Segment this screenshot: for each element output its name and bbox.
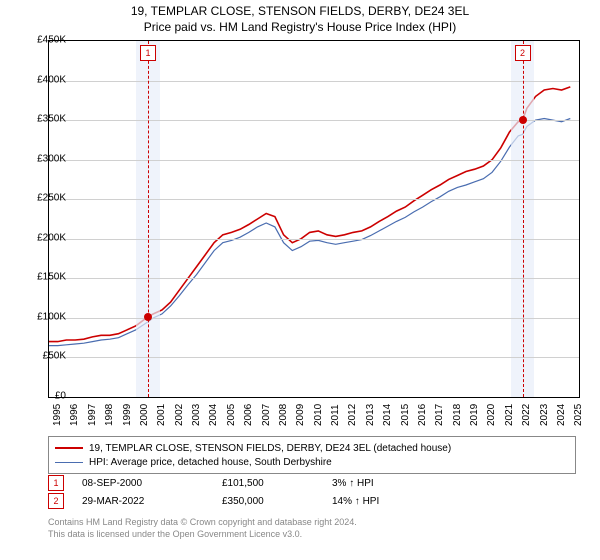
y-axis-label: £300K [22,153,66,164]
marker-dashline [148,41,149,397]
x-axis-label: 2016 [417,404,428,426]
legend: 19, TEMPLAR CLOSE, STENSON FIELDS, DERBY… [48,436,576,474]
marker-dot [144,313,152,321]
transaction-marker: 1 [48,475,64,491]
x-axis-label: 2025 [573,404,584,426]
x-axis-label: 2008 [278,404,289,426]
gridline [49,318,579,319]
y-axis-label: £150K [22,272,66,283]
x-axis-label: 2000 [139,404,150,426]
marker-dashline [523,41,524,397]
chart-container: 19, TEMPLAR CLOSE, STENSON FIELDS, DERBY… [0,0,600,560]
x-axis-label: 2007 [261,404,272,426]
y-axis-label: £400K [22,74,66,85]
x-axis-label: 2002 [174,404,185,426]
y-axis-label: £450K [22,35,66,46]
x-axis-label: 1997 [87,404,98,426]
legend-swatch [55,462,83,463]
x-axis-label: 2006 [243,404,254,426]
x-axis-label: 2003 [191,404,202,426]
x-axis-label: 2017 [434,404,445,426]
x-axis-label: 2021 [504,404,515,426]
x-axis-label: 2022 [521,404,532,426]
x-axis-label: 2018 [452,404,463,426]
gridline [49,81,579,82]
transaction-date: 29-MAR-2022 [82,496,222,507]
x-axis-label: 2015 [400,404,411,426]
x-axis-label: 2023 [539,404,550,426]
x-axis-label: 1995 [52,404,63,426]
x-axis-label: 2004 [208,404,219,426]
transaction-pct: 3% ↑ HPI [332,478,472,489]
legend-row: 19, TEMPLAR CLOSE, STENSON FIELDS, DERBY… [55,441,569,455]
footer-line2: This data is licensed under the Open Gov… [48,528,357,540]
transaction-price: £101,500 [222,478,332,489]
x-axis-label: 2020 [486,404,497,426]
legend-row: HPI: Average price, detached house, Sout… [55,455,569,469]
gridline [49,357,579,358]
transaction-price: £350,000 [222,496,332,507]
transactions-table: 1 08-SEP-2000£101,5003% ↑ HPI 2 29-MAR-2022… [48,474,576,510]
footer: Contains HM Land Registry data © Crown c… [48,516,357,540]
x-axis-label: 2010 [313,404,324,426]
x-axis-label: 2019 [469,404,480,426]
y-axis-label: £350K [22,114,66,125]
marker-box: 1 [140,45,156,61]
title-address: 19, TEMPLAR CLOSE, STENSON FIELDS, DERBY… [0,4,600,18]
legend-label: 19, TEMPLAR CLOSE, STENSON FIELDS, DERBY… [89,443,451,454]
titles: 19, TEMPLAR CLOSE, STENSON FIELDS, DERBY… [0,0,600,34]
x-axis-label: 2005 [226,404,237,426]
y-axis-label: £200K [22,232,66,243]
x-axis-label: 2011 [330,404,341,426]
transaction-date: 08-SEP-2000 [82,478,222,489]
transaction-row: 1 08-SEP-2000£101,5003% ↑ HPI [48,474,576,492]
gridline [49,239,579,240]
gridline [49,278,579,279]
gridline [49,120,579,121]
x-axis-label: 2013 [365,404,376,426]
footer-line1: Contains HM Land Registry data © Crown c… [48,516,357,528]
y-axis-label: £50K [22,351,66,362]
y-axis-label: £100K [22,311,66,322]
title-subtitle: Price paid vs. HM Land Registry's House … [0,20,600,34]
x-axis-label: 1999 [122,404,133,426]
series-svg [49,41,579,397]
x-axis-label: 2009 [295,404,306,426]
transaction-pct: 14% ↑ HPI [332,496,472,507]
legend-swatch [55,447,83,449]
transaction-row: 2 29-MAR-2022£350,00014% ↑ HPI [48,492,576,510]
transaction-marker: 2 [48,493,64,509]
legend-label: HPI: Average price, detached house, Sout… [89,457,332,468]
x-axis-label: 2001 [156,404,167,426]
series-price_paid [49,87,570,342]
x-axis-label: 1996 [69,404,80,426]
x-axis-label: 2024 [556,404,567,426]
marker-dot [519,116,527,124]
y-axis-label: £250K [22,193,66,204]
gridline [49,199,579,200]
x-axis-label: 2014 [382,404,393,426]
gridline [49,160,579,161]
x-axis-label: 1998 [104,404,115,426]
plot-area: 12 [48,40,580,398]
y-axis-label: £0 [22,391,66,402]
x-axis-label: 2012 [347,404,358,426]
marker-box: 2 [515,45,531,61]
